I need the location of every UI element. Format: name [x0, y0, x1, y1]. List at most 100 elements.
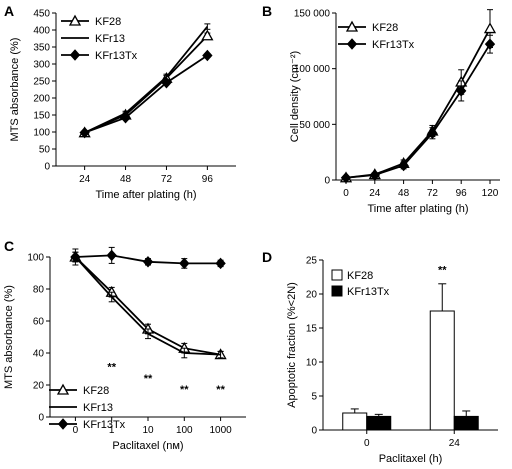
series-kf28 — [339, 9, 497, 183]
y-tick-label: 50 000 — [299, 120, 330, 131]
y-tick-label: 60 — [33, 317, 45, 328]
y-tick-label: 100 000 — [294, 64, 331, 75]
series-line — [84, 54, 208, 134]
series-line — [74, 256, 221, 356]
x-tick-label: 72 — [427, 188, 439, 199]
panel-label: D — [262, 249, 272, 265]
y-tick-label: 0 — [44, 162, 50, 173]
panel-label: A — [4, 3, 14, 19]
legend-label: KFr13Tx — [372, 39, 415, 51]
series-kfr13tx — [79, 49, 213, 139]
y-axis-label: MTS absorbance (%) — [9, 38, 21, 142]
y-tick-label: 0 — [38, 413, 44, 424]
legend-label: KFr13Tx — [95, 50, 138, 62]
x-tick-label: 24 — [79, 174, 91, 185]
significance-marker: ** — [180, 384, 189, 396]
legend: KF28 KFr13Tx — [331, 269, 390, 298]
legend-marker — [345, 20, 359, 32]
y-tick-label: 400 — [33, 26, 50, 37]
legend-label: KF28 — [95, 16, 121, 28]
x-tick-label: 48 — [120, 174, 132, 185]
series-kfr13 — [72, 251, 224, 359]
y-tick-label: 0 — [324, 176, 330, 187]
bar — [453, 415, 479, 431]
data-point — [202, 49, 213, 62]
x-tick-label: 96 — [202, 174, 214, 185]
data-point — [340, 172, 352, 184]
x-axis-label: Time after plating (h) — [367, 203, 468, 215]
y-tick-label: 250 — [33, 77, 50, 88]
x-tick-label: 24 — [369, 188, 381, 199]
panel-label: B — [262, 3, 272, 19]
y-tick-label: 5 — [311, 392, 317, 403]
y-tick-label: 40 — [33, 349, 45, 360]
y-axis-label: MTS absorbance (%) — [3, 285, 15, 389]
data-point — [106, 249, 117, 262]
series-line — [74, 256, 221, 356]
chart-panel-b: 0 50 000 100 000 150 000 0 24 48 72 96 120 Time af… — [262, 3, 500, 215]
x-axis-label: Time after plating (h) — [95, 189, 196, 201]
series-kf28 — [78, 29, 214, 138]
x-tick-label: 100 — [176, 425, 193, 436]
y-tick-label: 100 — [33, 128, 50, 139]
legend-label: KFr13Tx — [347, 286, 390, 298]
legend-label: KF28 — [83, 385, 109, 397]
y-tick-label: 20 — [306, 290, 318, 301]
chart-panel-d: 0 5 10 15 20 25 0 24 Paclitaxel (h) Apoptotic fra… — [262, 249, 498, 465]
data-point — [427, 127, 438, 139]
y-tick-label: 150 000 — [294, 9, 331, 20]
legend: KF28 KFr13 KFr13Tx — [49, 383, 126, 431]
legend-label: KFr13 — [83, 402, 113, 414]
x-tick-label: 0 — [343, 188, 349, 199]
legend: KF28 KFr13 KFr13Tx — [61, 14, 138, 62]
series-line — [84, 26, 209, 134]
data-point — [215, 257, 226, 270]
x-tick-label: 96 — [456, 188, 468, 199]
y-tick-label: 25 — [306, 256, 318, 267]
series-kfr13tx — [366, 410, 479, 431]
legend-marker — [346, 38, 358, 50]
y-tick-label: 10 — [306, 358, 318, 369]
data-point — [179, 257, 190, 270]
chart-panel-a: 0 50 100 150 200 250 300 350 400 450 24 48 72 96 Time … — [4, 3, 236, 201]
x-tick-label: 0 — [364, 438, 370, 449]
legend-label: KFr13Tx — [83, 419, 126, 431]
series-line — [345, 43, 491, 179]
data-point — [79, 126, 90, 139]
data-point — [120, 111, 131, 124]
significance-marker: ** — [107, 362, 116, 374]
data-point — [483, 22, 497, 34]
legend-label: KF28 — [347, 270, 373, 282]
y-tick-label: 100 — [27, 253, 44, 264]
y-tick-label: 15 — [306, 324, 318, 335]
data-point — [161, 76, 172, 89]
x-tick-label: 10 — [142, 425, 154, 436]
significance-marker: ** — [438, 265, 447, 277]
y-tick-label: 20 — [33, 381, 45, 392]
y-tick-label: 150 — [33, 111, 50, 122]
data-point — [70, 251, 81, 263]
legend-swatch — [331, 285, 343, 297]
y-tick-label: 50 — [39, 145, 51, 156]
y-axis-label: Apoptotic fraction (%<2N) — [286, 282, 298, 408]
x-tick-label: 120 — [482, 188, 499, 199]
y-tick-label: 0 — [311, 426, 317, 437]
x-tick-label: 1000 — [209, 425, 232, 436]
legend-label: KFr13 — [95, 33, 125, 45]
legend-swatch — [331, 269, 343, 281]
significance-marker: ** — [144, 373, 153, 385]
series-line — [345, 28, 491, 179]
x-axis-label: Paclitaxel (nм) — [112, 440, 183, 452]
x-tick-label: 72 — [161, 174, 173, 185]
legend: KF28 KFr13Tx — [338, 20, 415, 51]
x-axis-label: Paclitaxel (h) — [379, 453, 443, 465]
y-tick-label: 200 — [33, 94, 50, 105]
series-kf28 — [342, 283, 455, 431]
significance-marker: ** — [216, 384, 225, 396]
panel-label: C — [4, 238, 14, 254]
x-tick-label: 24 — [449, 438, 461, 449]
legend-marker — [56, 383, 70, 395]
data-point — [369, 169, 380, 181]
